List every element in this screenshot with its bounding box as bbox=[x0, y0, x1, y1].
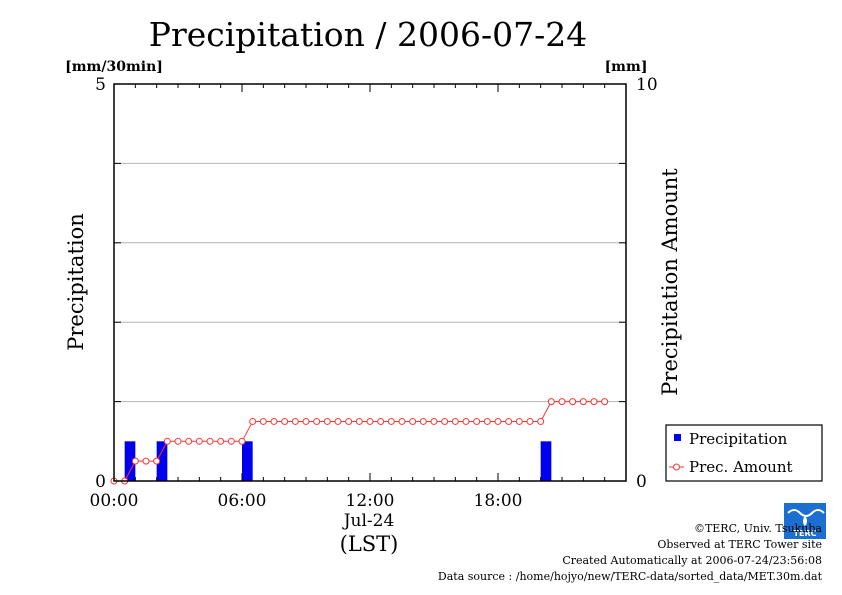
prec-amount-point bbox=[174, 437, 182, 445]
grid-lines bbox=[114, 162, 626, 403]
prec-amount-point bbox=[153, 457, 161, 465]
credit-copyright: ©TERC, Univ. Tsukuba bbox=[693, 522, 822, 535]
chart-title: Precipitation / 2006-07-24 bbox=[149, 15, 587, 54]
x-date-label: Jul-24 bbox=[342, 511, 395, 531]
prec-amount-point bbox=[558, 398, 566, 406]
prec-amount-point bbox=[270, 417, 278, 425]
prec-amount-point bbox=[281, 417, 289, 425]
prec-amount-point bbox=[579, 398, 587, 406]
prec-amount-point bbox=[483, 417, 491, 425]
prec-amount-point bbox=[366, 417, 374, 425]
prec-amount-point bbox=[334, 417, 342, 425]
precipitation-bar bbox=[242, 441, 253, 481]
prec-amount-point bbox=[185, 437, 193, 445]
credits: ©TERC, Univ. Tsukuba Observed at TERC To… bbox=[438, 521, 822, 585]
x-axis-label: (LST) bbox=[340, 532, 399, 556]
legend-precipitation-swatch bbox=[674, 434, 681, 441]
prec-amount-point bbox=[249, 417, 257, 425]
prec-amount-point bbox=[217, 437, 225, 445]
prec-amount-point bbox=[302, 417, 310, 425]
y2-tick-label: 0 bbox=[636, 472, 647, 492]
prec-amount-point bbox=[409, 417, 417, 425]
prec-amount-point bbox=[291, 417, 299, 425]
prec-amount-point bbox=[462, 417, 470, 425]
prec-amount-line bbox=[110, 398, 609, 485]
prec-amount-point bbox=[323, 417, 331, 425]
y-tick-label: 0 bbox=[95, 472, 106, 492]
legend-amount-marker bbox=[673, 463, 680, 471]
prec-amount-point bbox=[515, 417, 523, 425]
x-tick-label: 12:00 bbox=[346, 491, 395, 511]
prec-amount-point bbox=[601, 398, 609, 406]
prec-amount-point bbox=[142, 457, 150, 465]
precipitation-bar bbox=[124, 441, 136, 481]
prec-amount-point bbox=[398, 417, 406, 425]
legend-amount-label: Prec. Amount bbox=[689, 458, 793, 476]
prec-amount-point bbox=[451, 417, 459, 425]
y-tick-label: 5 bbox=[95, 75, 106, 95]
prec-amount-point bbox=[494, 417, 502, 425]
legend-precipitation-label: Precipitation bbox=[689, 430, 788, 448]
credit-created: Created Automatically at 2006-07-24/23:5… bbox=[562, 554, 822, 567]
prec-amount-point bbox=[355, 417, 363, 425]
credit-site: Observed at TERC Tower site bbox=[657, 538, 822, 551]
prec-amount-point bbox=[206, 437, 214, 445]
legend: Precipitation Prec. Amount bbox=[665, 424, 823, 482]
axes: 00:00 06:00 12:00 18:00 0 5 0 10 bbox=[90, 75, 658, 511]
prec-amount-point bbox=[590, 398, 598, 406]
x-tick-label: 18:00 bbox=[474, 491, 523, 511]
terc-logo-text: TERC bbox=[794, 529, 817, 538]
precipitation-bar bbox=[156, 441, 168, 481]
credit-source: Data source : /home/hojyo/new/TERC-data/… bbox=[437, 570, 822, 583]
prec-amount-point bbox=[526, 417, 534, 425]
prec-amount-point bbox=[547, 398, 555, 406]
prec-amount-point bbox=[345, 417, 353, 425]
prec-amount-point bbox=[195, 437, 203, 445]
prec-amount-point bbox=[227, 437, 235, 445]
terc-logo: TERC bbox=[784, 503, 826, 539]
prec-amount-point bbox=[313, 417, 321, 425]
y2-axis-label: Precipitation Amount bbox=[658, 168, 682, 396]
right-axis-unit: [mm] bbox=[605, 59, 648, 75]
prec-amount-point bbox=[537, 417, 545, 425]
y2-tick-label: 10 bbox=[636, 75, 658, 95]
y-axis-label: Precipitation bbox=[64, 213, 88, 351]
left-axis-unit: [mm/30min] bbox=[65, 59, 163, 75]
prec-amount-point bbox=[569, 398, 577, 406]
legend-box bbox=[665, 424, 823, 482]
prec-amount-point bbox=[387, 417, 395, 425]
prec-amount-point bbox=[238, 437, 246, 445]
prec-amount-point bbox=[419, 417, 427, 425]
prec-amount-point bbox=[505, 417, 513, 425]
precipitation-bar bbox=[540, 441, 552, 481]
x-tick-label: 06:00 bbox=[218, 491, 267, 511]
precipitation-bars bbox=[124, 441, 552, 481]
prec-amount-point bbox=[430, 417, 438, 425]
prec-amount-point bbox=[473, 417, 481, 425]
x-tick-label: 00:00 bbox=[90, 491, 139, 511]
prec-amount-point bbox=[377, 417, 385, 425]
prec-amount-point bbox=[441, 417, 449, 425]
prec-amount-point bbox=[163, 437, 171, 445]
prec-amount-point bbox=[131, 457, 139, 465]
prec-amount-point bbox=[259, 417, 267, 425]
